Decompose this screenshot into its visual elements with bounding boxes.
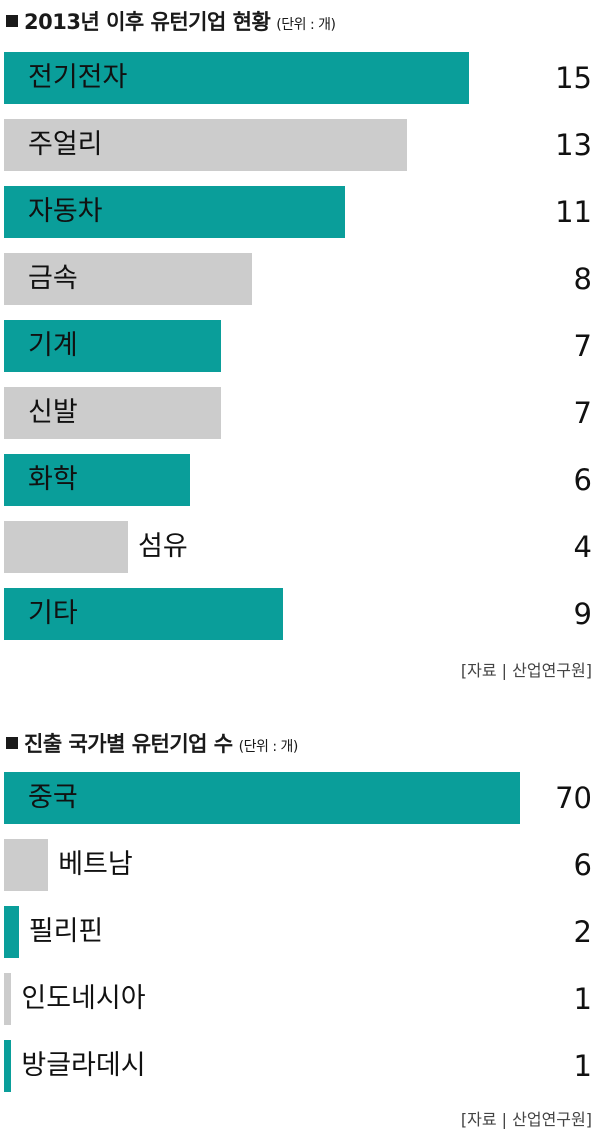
bar-row: 섬유 4 [0, 521, 600, 573]
bar-value-label: 6 [573, 848, 592, 882]
bar-row: 방글라데시 1 [0, 1040, 600, 1092]
bar-value-label: 70 [555, 781, 592, 815]
bar-category-label: 방글라데시 [21, 1050, 146, 1081]
bar [4, 52, 469, 104]
bar [4, 521, 128, 573]
bar-category-label: 섬유 [138, 531, 188, 562]
bar [4, 387, 221, 439]
chart1-unit: (단위 : 개) [276, 17, 336, 33]
bar-row: 기타 9 [0, 588, 600, 640]
bar-value-label: 2 [573, 915, 592, 949]
bar-value-label: 1 [573, 1049, 592, 1083]
bar-row: 자동차 11 [0, 186, 600, 238]
bar-row: 인도네시아 1 [0, 973, 600, 1025]
bar [4, 454, 190, 506]
bar-row: 금속 8 [0, 253, 600, 305]
bar-category-label: 필리핀 [28, 916, 104, 947]
bar-value-label: 8 [573, 262, 592, 296]
bar-row: 주얼리 13 [0, 119, 600, 171]
bar-category-label: 인도네시아 [21, 983, 146, 1014]
bar-value-label: 9 [573, 597, 592, 631]
chart1-source: [자료 | 산업연구원] [460, 661, 592, 680]
bar-value-label: 11 [555, 195, 592, 229]
bar-value-label: 13 [555, 128, 592, 162]
bar-value-label: 15 [555, 61, 592, 95]
bar [4, 320, 221, 372]
bar [4, 973, 12, 1025]
bar-value-label: 1 [573, 982, 592, 1016]
chart2-unit: (단위 : 개) [238, 739, 299, 755]
bar-value-label: 7 [573, 396, 592, 430]
bar-category-label: 기타 [28, 598, 78, 629]
chart2-source: [자료 | 산업연구원] [460, 1110, 592, 1129]
bar [4, 186, 345, 238]
bar-category-label: 기계 [28, 330, 78, 361]
bar-row: 기계 7 [0, 320, 600, 372]
bar-category-label: 신발 [28, 397, 78, 428]
chart2-title: 진출 국가별 유턴기업 수 (단위 : 개) [6, 728, 298, 758]
bar-value-label: 4 [573, 530, 592, 564]
bar-category-label: 베트남 [58, 849, 133, 880]
title-bullet-icon [6, 737, 18, 749]
bar-category-label: 화학 [28, 464, 78, 495]
bar-category-label: 전기전자 [28, 62, 128, 93]
bar-category-label: 자동차 [28, 196, 103, 227]
bar-category-label: 금속 [28, 263, 78, 294]
bar-row: 필리핀 2 [0, 906, 600, 958]
bar-value-label: 6 [573, 463, 592, 497]
chart1-title: 2013년 이후 유턴기업 현황 (단위 : 개) [6, 6, 336, 36]
chart1-title-text: 2013년 이후 유턴기업 현황 [24, 10, 271, 34]
bar-value-label: 7 [573, 329, 592, 363]
bar-row: 화학 6 [0, 454, 600, 506]
bar [4, 253, 252, 305]
bar-category-label: 주얼리 [28, 129, 103, 160]
chart2-title-text: 진출 국가별 유턴기업 수 [24, 732, 233, 756]
bar [4, 839, 49, 891]
bar [4, 906, 19, 958]
title-bullet-icon [6, 15, 18, 27]
bar [4, 119, 407, 171]
bar-row: 전기전자 15 [0, 52, 600, 104]
bar [4, 772, 520, 824]
bar [4, 588, 283, 640]
bar [4, 1040, 12, 1092]
bar-category-label: 중국 [28, 782, 78, 813]
bar-row: 중국 70 [0, 772, 600, 824]
bar-row: 베트남 6 [0, 839, 600, 891]
bar-row: 신발 7 [0, 387, 600, 439]
